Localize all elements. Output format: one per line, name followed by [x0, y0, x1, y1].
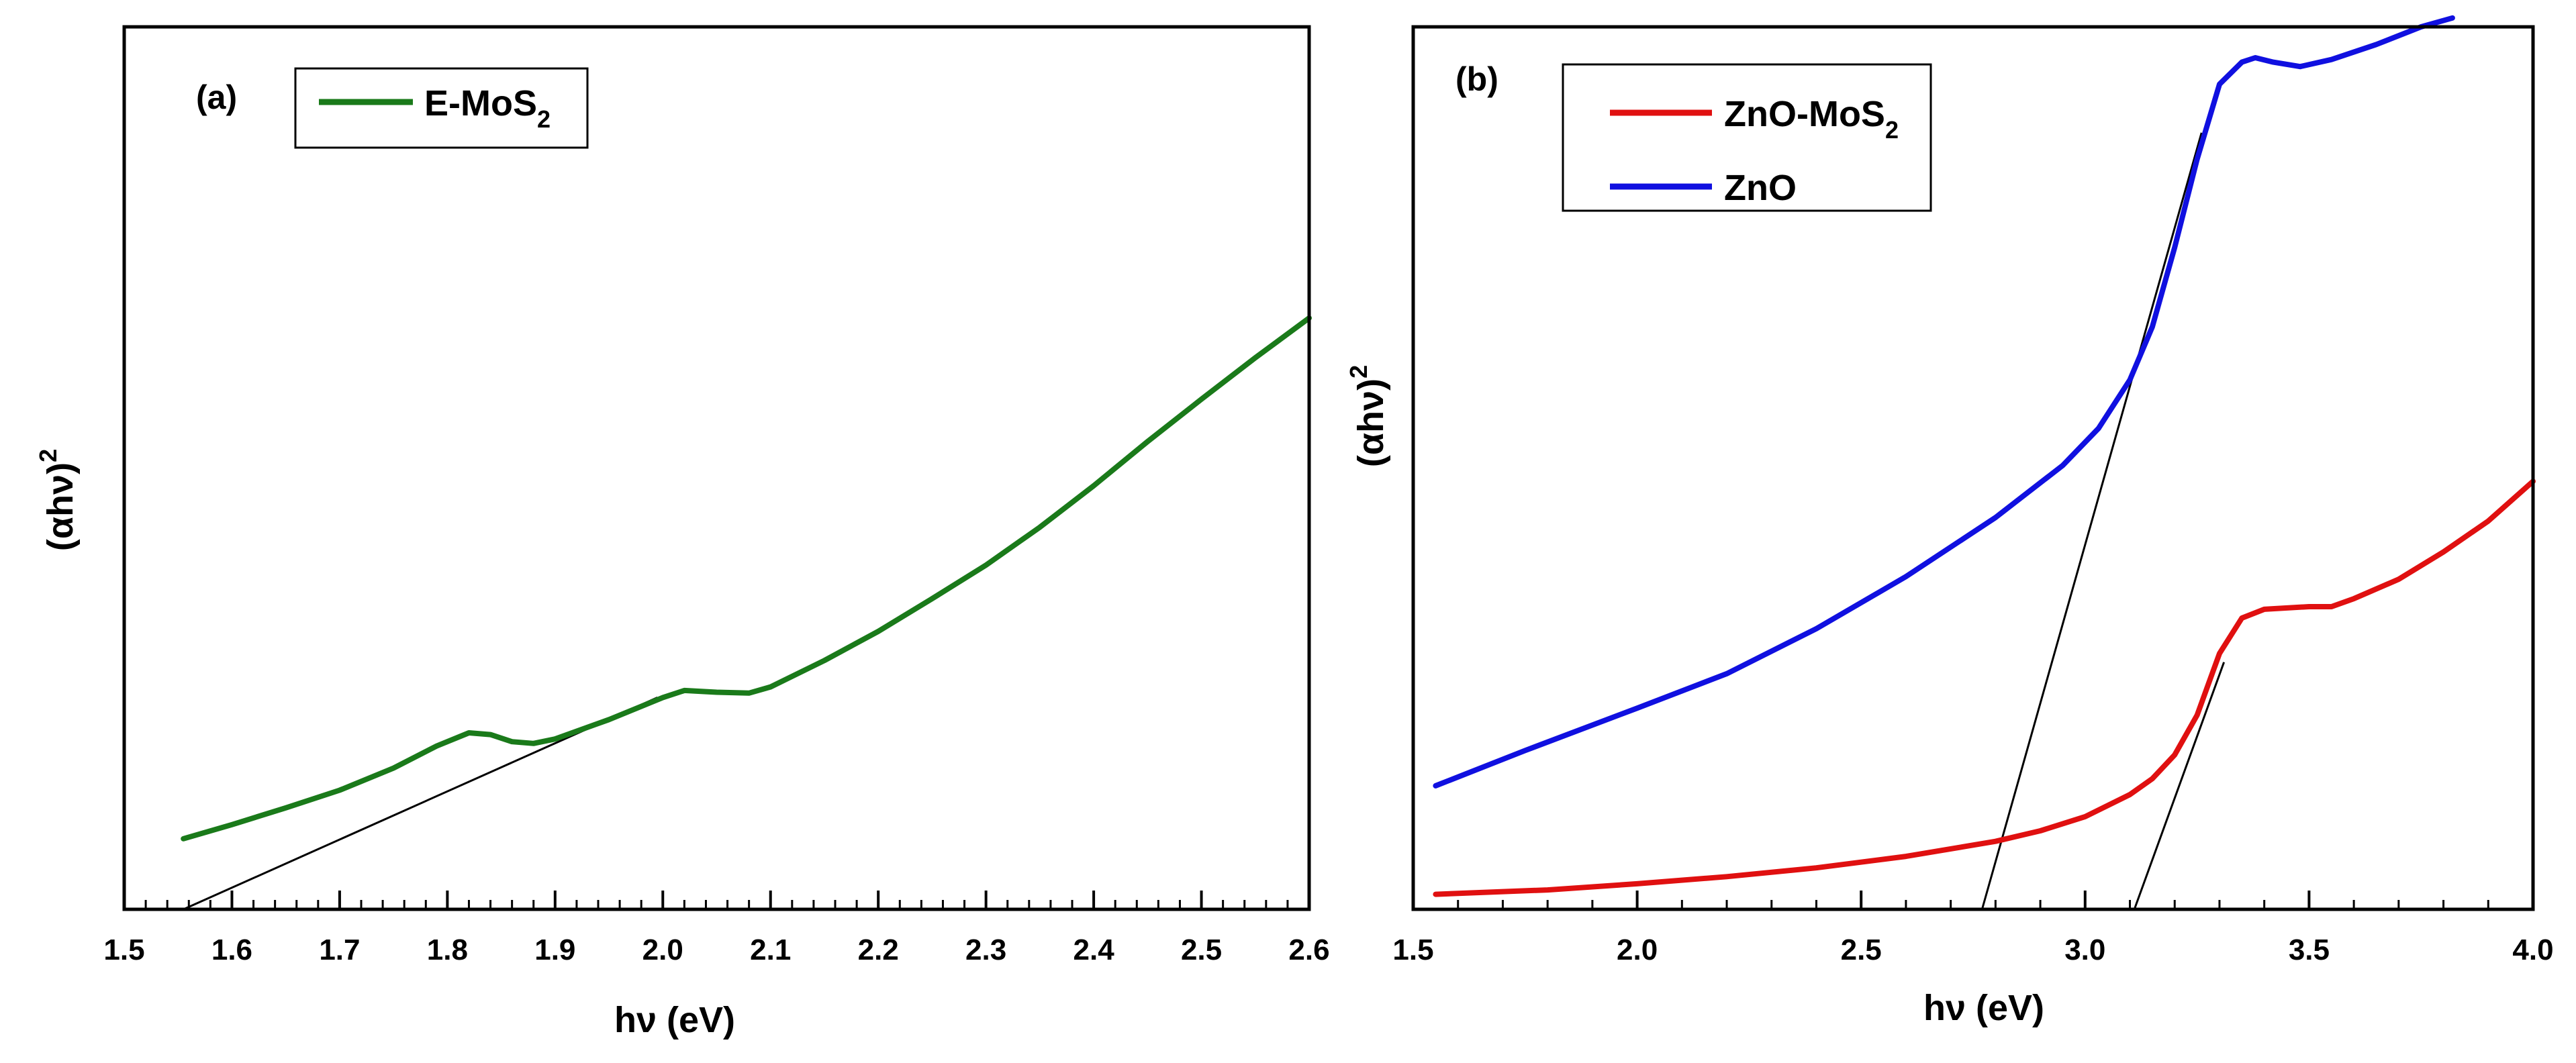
panel-a-ticks	[123, 891, 1310, 909]
panel-b-plot-frame	[1411, 25, 2535, 911]
panel-b-label: (b)	[1456, 60, 1498, 98]
legend-zno-mos2-main: ZnO-MoS	[1724, 94, 1885, 134]
panel-a-y-axis-title-sup: 2	[34, 449, 62, 462]
panel-b-x-tick-label: 3.0	[2064, 933, 2105, 966]
panel-b-ticks	[1412, 891, 2534, 909]
panel-a-x-axis-title: hν (eV)	[614, 1000, 735, 1040]
panel-a-x-tick-label: 2.5	[1181, 933, 1222, 966]
panel-a-legend: E-MoS2	[294, 67, 589, 149]
panel-b-chart: 1.5 2.0 2.5 3.0 3.5 4.0 (b) hν (eV) (αhν)2 Zn…	[1345, 15, 2554, 1028]
panel-a-x-tick-label: 1.8	[427, 933, 468, 966]
panel-a-chart: 1.5 1.6 1.7 1.8 1.9 2.0 2.1 2.2 2.3 2.4 2.5 2.6 (a)…	[34, 25, 1330, 1040]
panel-b-fit-line-1	[1981, 132, 2203, 910]
panel-a-x-tick-label: 1.5	[103, 933, 144, 966]
panel-b-fit-line-2	[2133, 662, 2226, 910]
panel-b-x-tick-label: 4.0	[2512, 933, 2553, 966]
panel-b-legend: ZnO-MoS2 ZnO	[1562, 63, 1932, 212]
panel-a-tick-labels: 1.5 1.6 1.7 1.8 1.9 2.0 2.1 2.2 2.3 2.4 2.5 2.6	[103, 933, 1329, 966]
panel-a-label: (a)	[196, 79, 237, 116]
legend-zno-mos2-sub: 2	[1885, 116, 1899, 144]
panel-a-x-tick-label: 2.1	[750, 933, 791, 966]
panel-b-tick-labels: 1.5 2.0 2.5 3.0 3.5 4.0	[1392, 933, 2553, 966]
legend-e-mos2-sub: 2	[537, 105, 551, 133]
panel-b-y-axis-title-main: (αhν)	[1351, 378, 1391, 467]
panel-b-y-axis-title: (αhν)2	[1345, 365, 1391, 467]
panel-b-legend-label-zno: ZnO	[1724, 168, 1797, 208]
panel-b-x-tick-label: 2.0	[1617, 933, 1658, 966]
panel-b-legend-label-zno-mos2: ZnO-MoS2	[1724, 94, 1899, 144]
panel-b-series-zno-mos2	[1433, 478, 2536, 897]
panel-a-x-tick-label: 2.0	[642, 933, 683, 966]
panel-a-x-tick-label: 2.3	[965, 933, 1006, 966]
panel-b-y-axis-title-sup: 2	[1345, 365, 1372, 378]
panel-b-x-tick-label: 3.5	[2289, 933, 2330, 966]
panel-a-x-tick-label: 1.6	[211, 933, 252, 966]
panel-b-series-zno	[1433, 15, 2455, 789]
panel-a-x-tick-label: 2.6	[1288, 933, 1329, 966]
panel-a-y-axis-title: (αhν)2	[34, 449, 81, 551]
panel-a-x-tick-label: 2.4	[1074, 933, 1115, 966]
panel-a-series-layer	[181, 315, 1312, 911]
panel-a-plot-frame	[122, 25, 1311, 911]
panel-b-x-tick-label: 1.5	[1392, 933, 1433, 966]
panel-b-series-layer	[1433, 15, 2536, 910]
panel-a-y-axis-title-main: (αhν)	[40, 462, 81, 551]
panel-a-series-e-mos2	[181, 315, 1312, 842]
panel-a-x-tick-label: 1.9	[534, 933, 575, 966]
panel-a-legend-label-e-mos2: E-MoS2	[424, 83, 551, 133]
panel-b-x-axis-title: hν (eV)	[1923, 988, 2044, 1028]
panel-b-x-tick-label: 2.5	[1841, 933, 1882, 966]
panel-a-x-tick-label: 1.7	[319, 933, 360, 966]
panel-a-legend-box	[294, 67, 589, 149]
panel-a-x-tick-label: 2.2	[858, 933, 899, 966]
legend-e-mos2-main: E-MoS	[424, 83, 537, 123]
